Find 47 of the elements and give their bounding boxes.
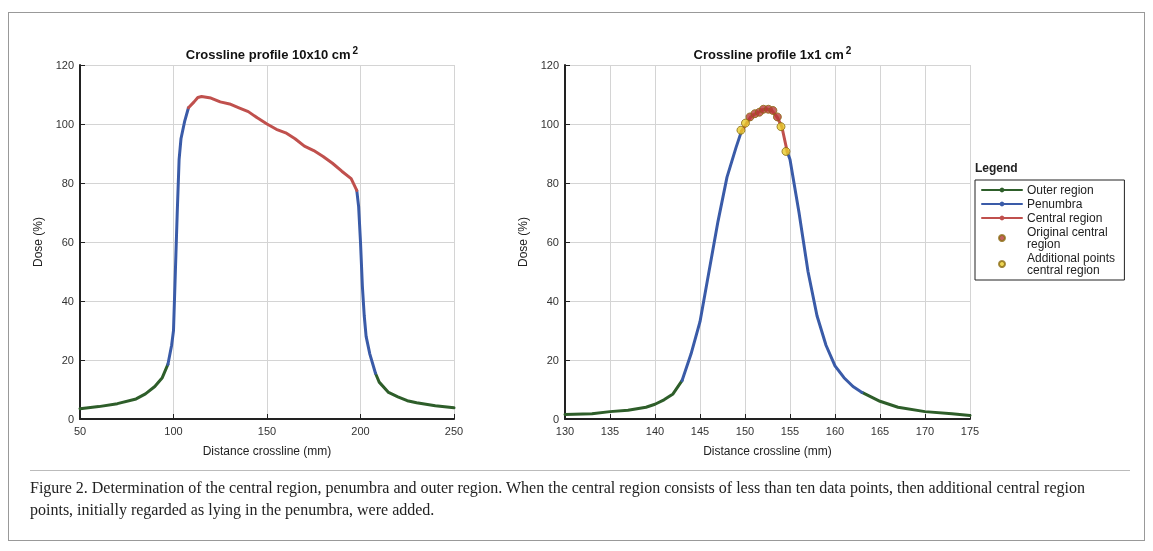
point [740, 118, 750, 128]
y-tick-label: 120 [540, 59, 559, 71]
y-tick-label: 80 [61, 177, 74, 189]
legend-label: Additional points central region [1027, 251, 1119, 277]
y-tick-label: 40 [61, 295, 74, 307]
x-tick-label: 130 [555, 424, 575, 437]
point [781, 146, 791, 156]
y-tick-label: 60 [546, 236, 559, 248]
line-series [186, 95, 359, 192]
x-tick-label: 135 [600, 424, 620, 437]
y-tick-label: 20 [546, 354, 559, 366]
x-axis-title: Distance crossline (mm) [703, 444, 832, 458]
y-tick-label: 60 [61, 236, 74, 248]
legend-label: Penumbra [1027, 197, 1083, 211]
y-tick-label: 120 [55, 59, 74, 71]
legend-title: Legend [975, 161, 1018, 175]
point [776, 122, 786, 132]
x-tick-label: 200 [351, 424, 370, 437]
x-tick-label: 175 [960, 424, 980, 437]
point [772, 112, 782, 122]
x-tick-label: 250 [444, 424, 464, 437]
legend-label: Outer region [1027, 183, 1094, 197]
point [736, 125, 746, 135]
legend-label: Central region [1027, 211, 1103, 225]
legend-label: Original central region [1027, 225, 1112, 251]
y-tick-label: 40 [546, 295, 559, 307]
caption: Figure 2. Determination of the central region, penumbra and outer region. When the central region consists of less than ten data points, then additional central region points, initially regarded as lying in the penumbra, were added. [30, 470, 1130, 521]
y-axis-title: Dose (%) [31, 216, 45, 268]
point [768, 105, 778, 115]
x-tick-label: 145 [690, 424, 710, 437]
x-tick-label: 155 [780, 424, 800, 437]
x-tick-label: 170 [915, 424, 935, 437]
x-tick-label: 50 [73, 424, 87, 437]
x-tick-label: 165 [870, 424, 890, 437]
x-tick-label: 150 [257, 424, 277, 437]
x-axis-title: Distance crossline (mm) [202, 444, 332, 458]
y-tick-label: 80 [546, 177, 559, 189]
y-axis-title: Dose (%) [516, 216, 530, 268]
x-tick-label: 100 [164, 424, 183, 437]
y-tick-label: 100 [540, 118, 559, 130]
x-tick-label: 160 [825, 424, 845, 437]
x-tick-label: 140 [645, 424, 665, 437]
y-tick-label: 0 [552, 413, 559, 425]
x-tick-label: 150 [735, 424, 755, 437]
y-tick-label: 0 [67, 413, 74, 425]
y-tick-label: 20 [61, 354, 74, 366]
y-tick-label: 100 [55, 118, 74, 130]
